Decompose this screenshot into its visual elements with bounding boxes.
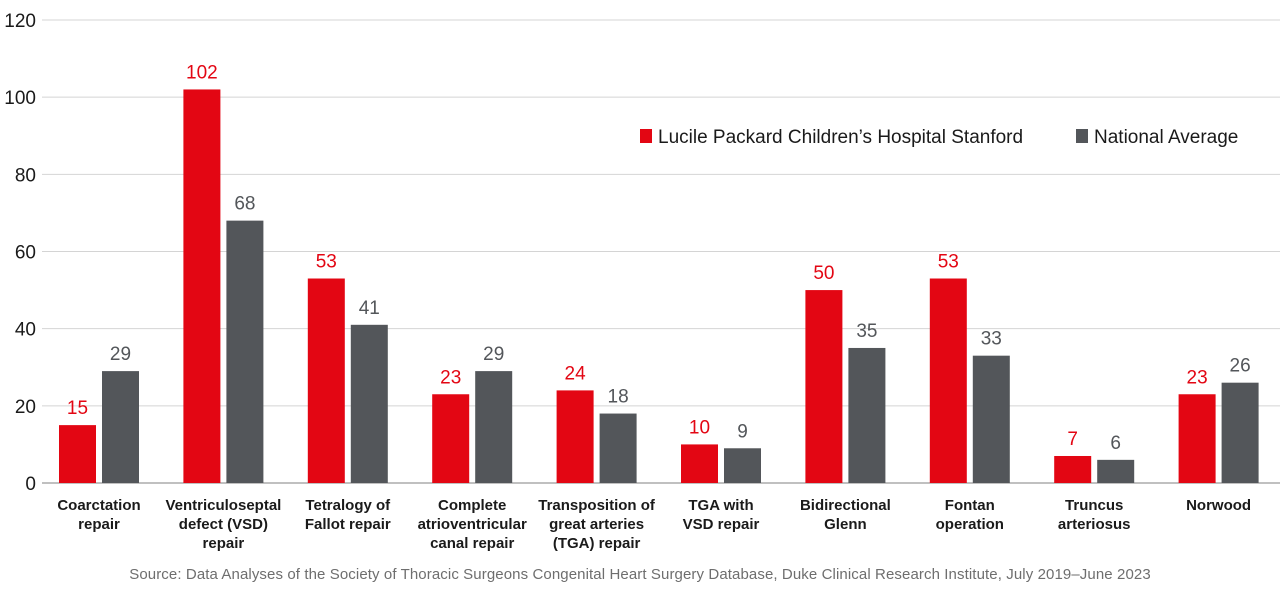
data-label-hospital: 102 xyxy=(186,62,218,83)
bar-national xyxy=(1097,459,1135,483)
x-tick-label: Complete atrioventricular canal repair xyxy=(418,497,527,552)
data-label-hospital: 7 xyxy=(1067,429,1078,450)
bar-national xyxy=(350,324,388,483)
y-tick-label: 0 xyxy=(25,474,36,495)
bar-hospital xyxy=(556,390,594,483)
data-label-hospital: 53 xyxy=(316,252,337,273)
x-tick-label-line: Glenn xyxy=(824,516,867,533)
data-label-national: 41 xyxy=(359,298,380,319)
x-tick-label-line: Tetralogy of xyxy=(305,497,391,514)
bar-national xyxy=(599,413,637,483)
legend-swatch-hospital xyxy=(640,129,652,143)
data-label-national: 35 xyxy=(856,321,877,342)
data-labels: 15 29 102 68 53 41 23 29 24 18 10 9 50 35 53 33 7 6 23 26 xyxy=(67,62,1251,453)
y-tick-label: 80 xyxy=(15,165,36,186)
x-tick-label-line: Fallot repair xyxy=(305,516,391,533)
y-tick-label: 60 xyxy=(15,243,36,264)
x-tick-label-line: great arteries xyxy=(549,516,644,533)
bar-hospital xyxy=(59,425,96,483)
x-axis-labels: Coarctation repair Ventriculoseptal defect … xyxy=(57,497,1251,552)
y-tick-label: 100 xyxy=(4,88,36,109)
bar-hospital xyxy=(681,444,718,483)
x-tick-label-line: (TGA) repair xyxy=(553,535,641,552)
data-label-national: 29 xyxy=(110,344,131,365)
data-label-national: 26 xyxy=(1230,356,1251,377)
y-tick-label: 20 xyxy=(15,397,36,418)
bar-hospital xyxy=(1178,394,1216,483)
bar-national xyxy=(475,371,513,483)
bar-hospital xyxy=(929,278,967,483)
x-tick-label: Ventriculoseptal defect (VSD) repair xyxy=(165,497,281,552)
y-tick-label: 40 xyxy=(15,320,36,341)
data-label-national: 29 xyxy=(483,344,504,365)
x-tick-label: Tetralogy of Fallot repair xyxy=(305,497,391,533)
x-tick-label-line: atrioventricular xyxy=(418,516,527,533)
data-label-national: 9 xyxy=(737,421,748,442)
data-label-hospital: 24 xyxy=(565,363,587,384)
x-tick-label-line: Ventriculoseptal xyxy=(165,497,281,514)
x-tick-label-line: arteriosus xyxy=(1058,516,1131,533)
source-note: Source: Data Analyses of the Society of … xyxy=(129,566,1151,583)
x-tick-label-line: operation xyxy=(936,516,1004,533)
x-tick-label: Norwood xyxy=(1186,497,1251,514)
data-label-hospital: 53 xyxy=(938,252,959,273)
bar-national xyxy=(102,371,139,483)
bar-hospital xyxy=(307,278,345,483)
bar-hospital xyxy=(183,89,221,483)
x-tick-label-line: VSD repair xyxy=(683,516,760,533)
x-tick-label-line: Bidirectional xyxy=(800,497,891,514)
x-tick-label-line: defect (VSD) xyxy=(179,516,268,533)
x-tick-label: TGA with VSD repair xyxy=(683,497,760,533)
bar-national xyxy=(848,347,886,483)
x-tick-label-line: Coarctation xyxy=(57,497,140,514)
legend-label-hospital: Lucile Packard Children’s Hospital Stanf… xyxy=(658,127,1023,148)
x-tick-label: Truncus arteriosus xyxy=(1058,497,1131,533)
bar-national xyxy=(1221,382,1259,483)
data-label-hospital: 23 xyxy=(440,367,461,388)
x-tick-label: Fontan operation xyxy=(936,497,1004,533)
data-label-national: 33 xyxy=(981,329,1002,350)
x-tick-label-line: repair xyxy=(203,535,245,552)
data-label-hospital: 50 xyxy=(813,263,834,284)
bar-national xyxy=(972,355,1010,483)
data-label-national: 68 xyxy=(234,194,255,215)
bar-hospital xyxy=(432,394,470,483)
bar-national xyxy=(724,448,761,483)
bars xyxy=(59,89,1259,483)
x-tick-label: Coarctation repair xyxy=(57,497,140,533)
legend: Lucile Packard Children’s Hospital Stanf… xyxy=(640,127,1238,148)
legend-label-national: National Average xyxy=(1094,127,1238,148)
x-tick-label-line: TGA with xyxy=(688,497,753,514)
data-label-hospital: 10 xyxy=(689,417,710,438)
x-tick-label-line: Norwood xyxy=(1186,497,1251,514)
y-axis-ticks: 0 20 40 60 80 100 120 xyxy=(4,11,36,495)
data-label-national: 18 xyxy=(608,387,629,408)
x-tick-label-line: Truncus xyxy=(1065,497,1123,514)
x-tick-label-line: Transposition of xyxy=(538,497,656,514)
bar-hospital xyxy=(805,290,843,483)
x-tick-label-line: Fontan xyxy=(945,497,995,514)
bar-national xyxy=(226,220,264,483)
legend-swatch-national xyxy=(1076,129,1088,143)
x-tick-label-line: repair xyxy=(78,516,120,533)
bar-hospital xyxy=(1054,455,1092,483)
y-tick-label: 120 xyxy=(4,11,36,32)
x-tick-label: Transposition of great arteries (TGA) repa… xyxy=(538,497,656,552)
data-label-hospital: 23 xyxy=(1187,367,1208,388)
x-tick-label-line: canal repair xyxy=(430,535,514,552)
x-tick-label: Bidirectional Glenn xyxy=(800,497,891,533)
data-label-hospital: 15 xyxy=(67,398,88,419)
x-tick-label-line: Complete xyxy=(438,497,506,514)
data-label-national: 6 xyxy=(1110,433,1121,454)
